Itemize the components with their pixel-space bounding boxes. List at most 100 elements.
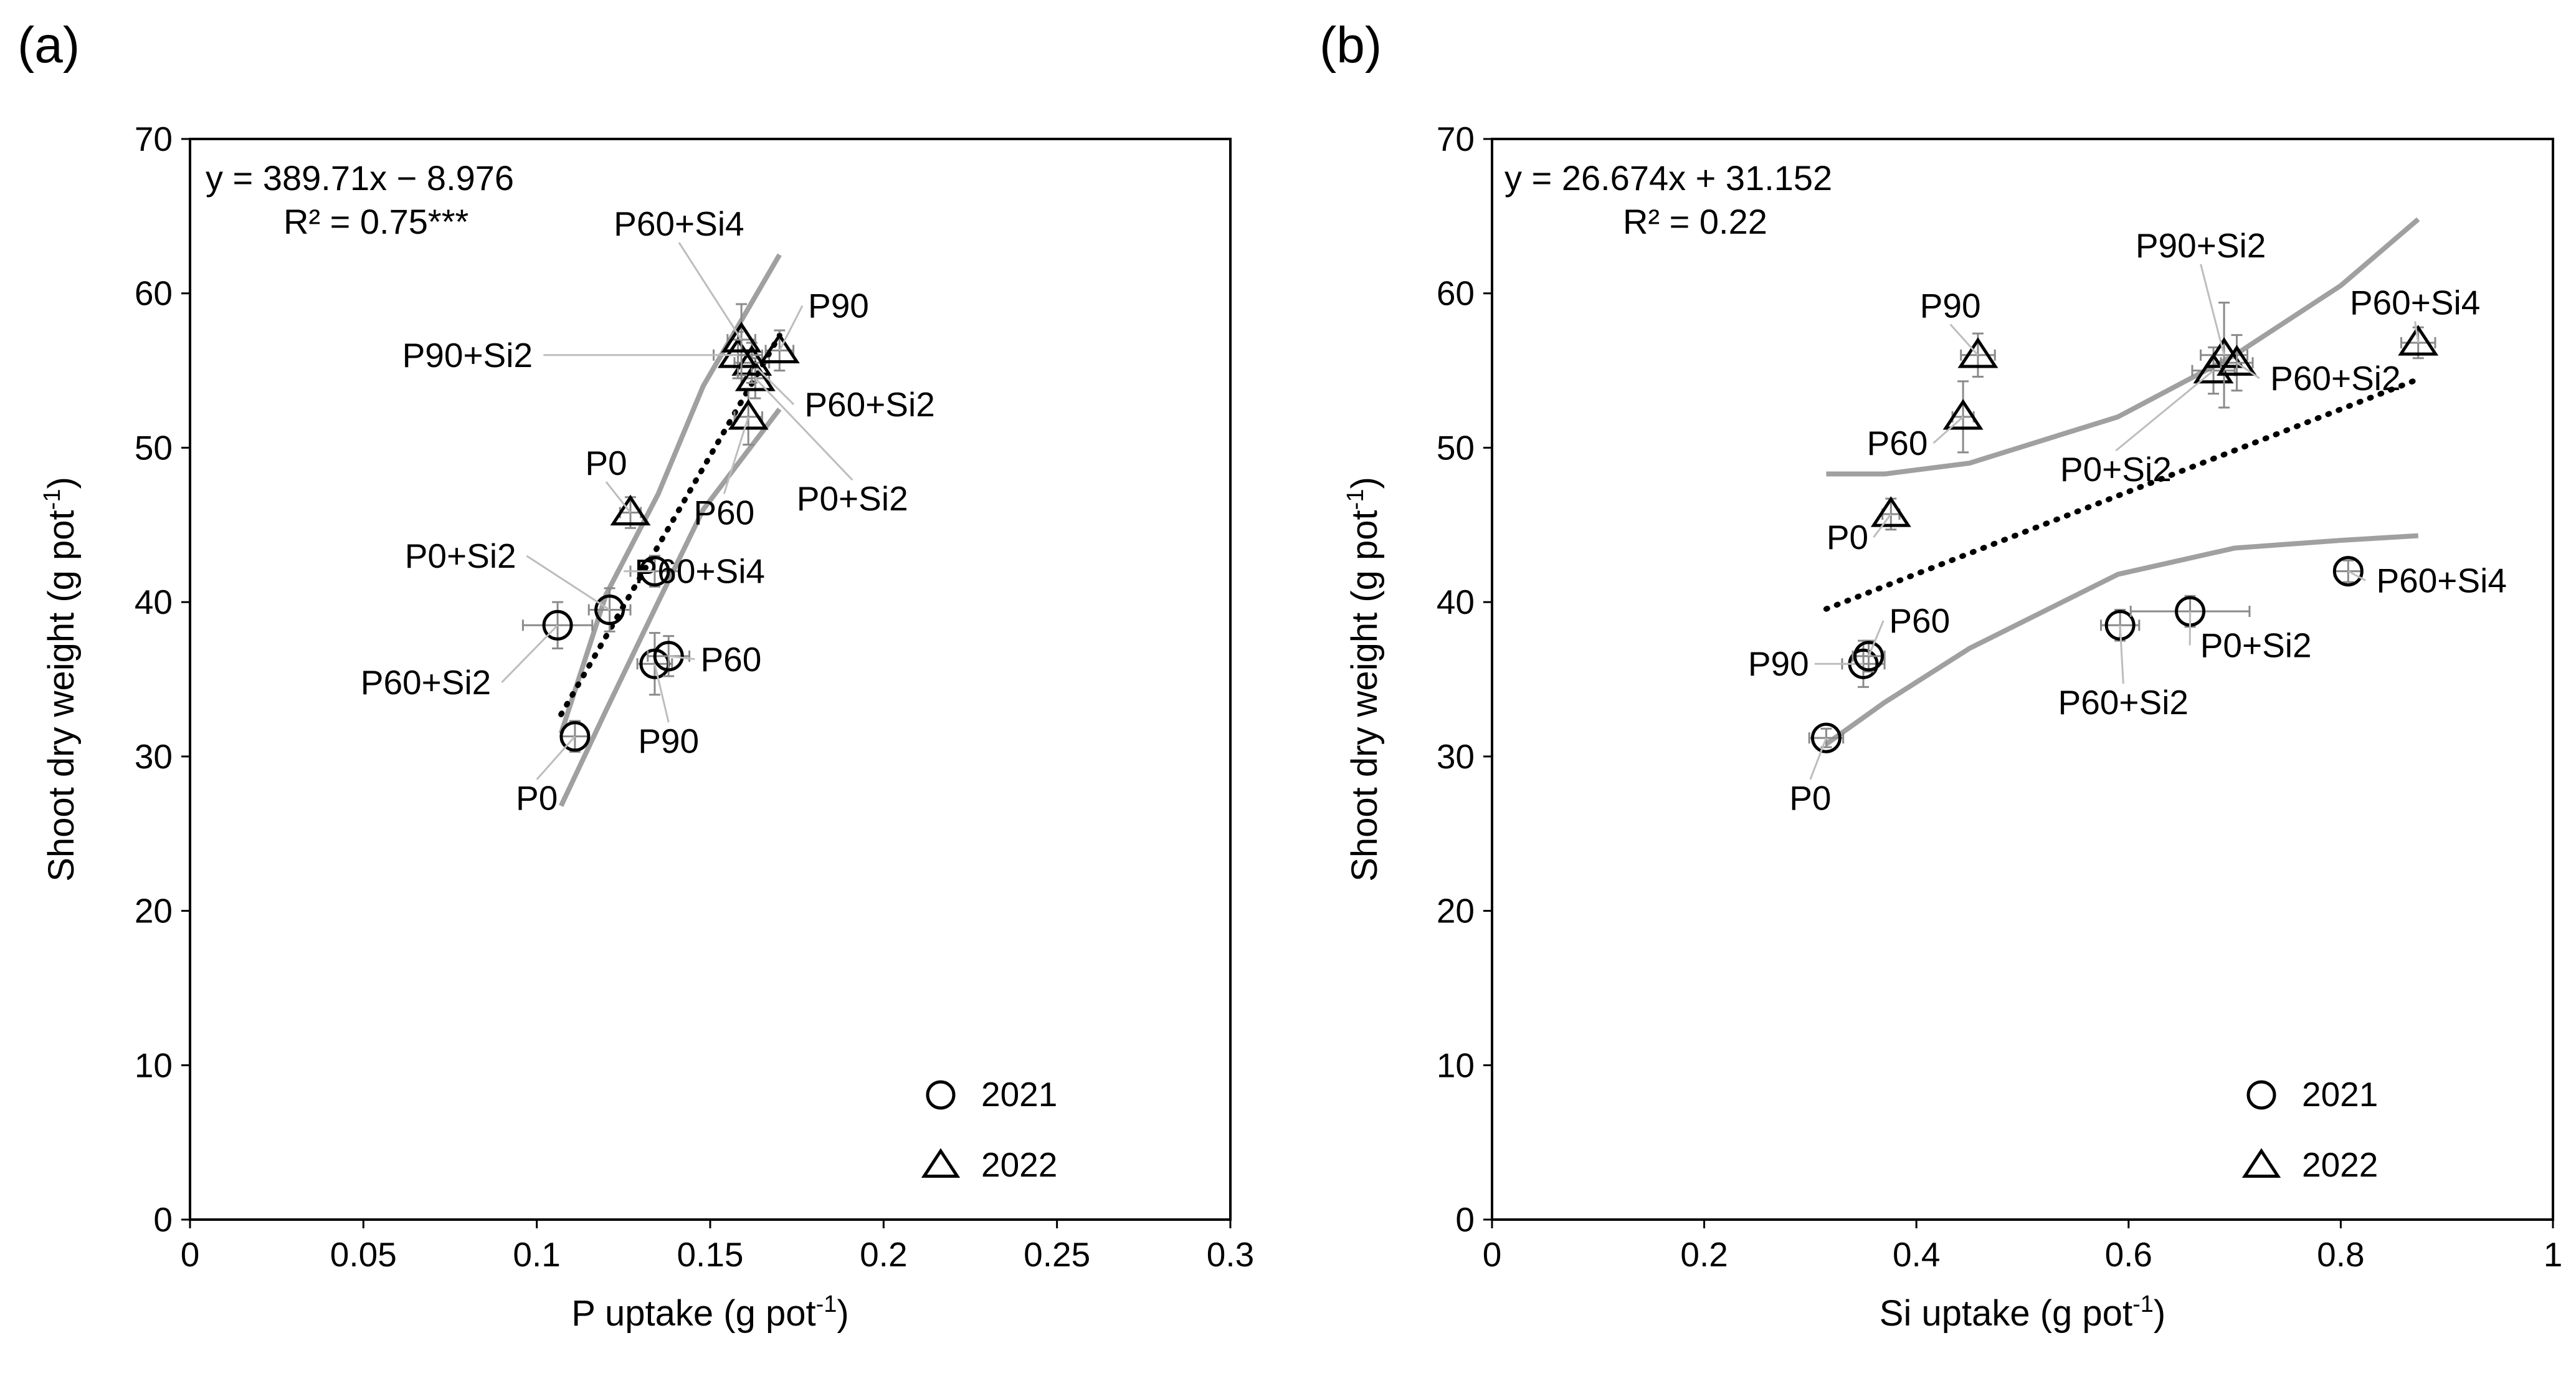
point-label: P60+Si2 xyxy=(2270,359,2400,398)
legend-triangle-marker xyxy=(924,1151,957,1176)
y-axis-label-main: Shoot dry weight (g pot xyxy=(1344,510,1385,881)
x-tick-label: 0.05 xyxy=(330,1235,397,1274)
panel-a: (a) 0 10 20 30 40 50 60 70 0 0.05 0.1 0.15 0.2 0.25 0.3… xyxy=(17,17,1254,1334)
leader-line xyxy=(679,242,741,340)
y-tick-label: 0 xyxy=(153,1200,173,1239)
x-axis-label-close: ) xyxy=(2154,1293,2165,1334)
point-label: P0+Si2 xyxy=(405,537,516,575)
point-label: P60 xyxy=(1867,424,1928,462)
x-axis-label-sup: -1 xyxy=(816,1291,837,1317)
x-tick-label: 0.1 xyxy=(513,1235,560,1274)
point-label: P90 xyxy=(1748,644,1809,683)
leader-line xyxy=(1934,417,1964,443)
legend-label: 2021 xyxy=(981,1075,1057,1114)
y-tick-label: 10 xyxy=(135,1046,173,1084)
y-axis-label-close: ) xyxy=(1344,477,1385,489)
point-label: P60 xyxy=(693,493,754,532)
x-tick-label: 0.2 xyxy=(860,1235,907,1274)
x-tick-label: 0.2 xyxy=(1680,1235,1728,1274)
y-tick-label: 70 xyxy=(135,120,173,158)
x-axis-label-main: Si uptake (g pot xyxy=(1880,1293,2132,1334)
y-axis-label-sup: -1 xyxy=(39,489,65,510)
y-tick-label: 40 xyxy=(1437,583,1475,621)
point-label: P60+Si2 xyxy=(804,385,934,424)
x-tick-label: 0.15 xyxy=(677,1235,743,1274)
point-label: P90 xyxy=(638,722,699,760)
x-tick-label: 0 xyxy=(181,1235,200,1274)
y-tick-label: 10 xyxy=(1437,1046,1475,1084)
x-tick-label: 0 xyxy=(1483,1235,1502,1274)
legend-item-2022: 2022 xyxy=(924,1145,1057,1184)
y-axis-label: Shoot dry weight (g pot-1) xyxy=(39,477,82,882)
x-tick-label: 0.4 xyxy=(1893,1235,1940,1274)
point-label: P0+Si2 xyxy=(797,479,908,518)
y-tick-label: 70 xyxy=(1437,120,1475,158)
y-tick-label: 50 xyxy=(135,428,173,467)
leader-line xyxy=(502,625,558,682)
point-label: P0 xyxy=(585,444,627,482)
plot-frame xyxy=(190,139,1230,1220)
point-label: P90 xyxy=(1920,287,1981,325)
x-axis-label: Si uptake (g pot-1) xyxy=(1880,1291,2165,1334)
legend-triangle-marker xyxy=(2245,1151,2278,1176)
legend-item-2021: 2021 xyxy=(928,1075,1057,1114)
legend-item-2021: 2021 xyxy=(2248,1075,2378,1114)
point-label: P90 xyxy=(808,287,869,325)
point-label: P0 xyxy=(516,779,558,818)
point-label: P60+Si2 xyxy=(361,663,491,702)
leader-line xyxy=(2120,625,2123,684)
y-axis-label-main: Shoot dry weight (g pot xyxy=(41,510,82,881)
point-label: P0 xyxy=(1789,779,1831,818)
y-tick-label: 40 xyxy=(135,583,173,621)
legend-label: 2021 xyxy=(2302,1075,2378,1114)
panel-letter: (b) xyxy=(1319,17,1382,74)
y-tick-label: 20 xyxy=(135,892,173,930)
y-tick-label: 60 xyxy=(1437,274,1475,313)
point-label: P90+Si2 xyxy=(402,336,533,375)
data-point-2022-p90 xyxy=(763,330,797,370)
legend-label: 2022 xyxy=(981,1145,1057,1184)
y-tick-label: 20 xyxy=(1437,892,1475,930)
x-axis-label-main: P uptake (g pot xyxy=(571,1293,815,1334)
data-point-2022-p0 xyxy=(1873,499,1908,530)
point-label: P60+Si4 xyxy=(614,204,744,243)
leader-line xyxy=(779,306,802,351)
x-tick-label: 0.3 xyxy=(1207,1235,1254,1274)
point-label: P60 xyxy=(700,640,761,679)
x-tick-label: 0.6 xyxy=(2105,1235,2152,1274)
point-label: P90+Si2 xyxy=(2136,226,2266,265)
regression-equation: y = 389.71x − 8.976 xyxy=(206,158,514,198)
legend-circle-marker xyxy=(2248,1082,2274,1108)
y-tick-label: 60 xyxy=(135,274,173,313)
r-squared: R² = 0.75*** xyxy=(283,202,468,241)
leader-line xyxy=(526,556,609,610)
point-label: P60+Si4 xyxy=(2376,561,2506,600)
legend-label: 2022 xyxy=(2302,1145,2378,1184)
data-point-2021-p60-si4 xyxy=(2334,558,2362,585)
x-axis-label-close: ) xyxy=(837,1293,848,1334)
point-label: P60 xyxy=(1889,601,1950,640)
legend-item-2022: 2022 xyxy=(2245,1145,2378,1184)
y-tick-label: 30 xyxy=(135,737,173,776)
legend-circle-marker xyxy=(928,1082,954,1108)
point-label: P0+Si2 xyxy=(2060,450,2172,489)
y-tick-label: 50 xyxy=(1437,428,1475,467)
x-tick-label: 0.25 xyxy=(1024,1235,1090,1274)
x-tick-label: 1 xyxy=(2544,1235,2563,1274)
point-label: P60+Si2 xyxy=(2058,683,2189,722)
panel-letter: (a) xyxy=(17,17,80,74)
y-axis-label: Shoot dry weight (g pot-1) xyxy=(1343,477,1385,882)
regression-equation: y = 26.674x + 31.152 xyxy=(1504,158,1832,198)
x-axis-label-sup: -1 xyxy=(2132,1291,2154,1317)
leader-line xyxy=(1951,325,1978,355)
leader-line xyxy=(537,737,575,780)
leader-line xyxy=(2201,264,2224,355)
y-axis-label-close: ) xyxy=(41,477,82,489)
point-label: P0 xyxy=(1827,518,1868,557)
y-tick-label: 0 xyxy=(1455,1200,1475,1239)
point-label: P60+Si4 xyxy=(2350,284,2480,322)
y-tick-label: 30 xyxy=(1437,737,1475,776)
x-axis-label: P uptake (g pot-1) xyxy=(571,1291,848,1334)
